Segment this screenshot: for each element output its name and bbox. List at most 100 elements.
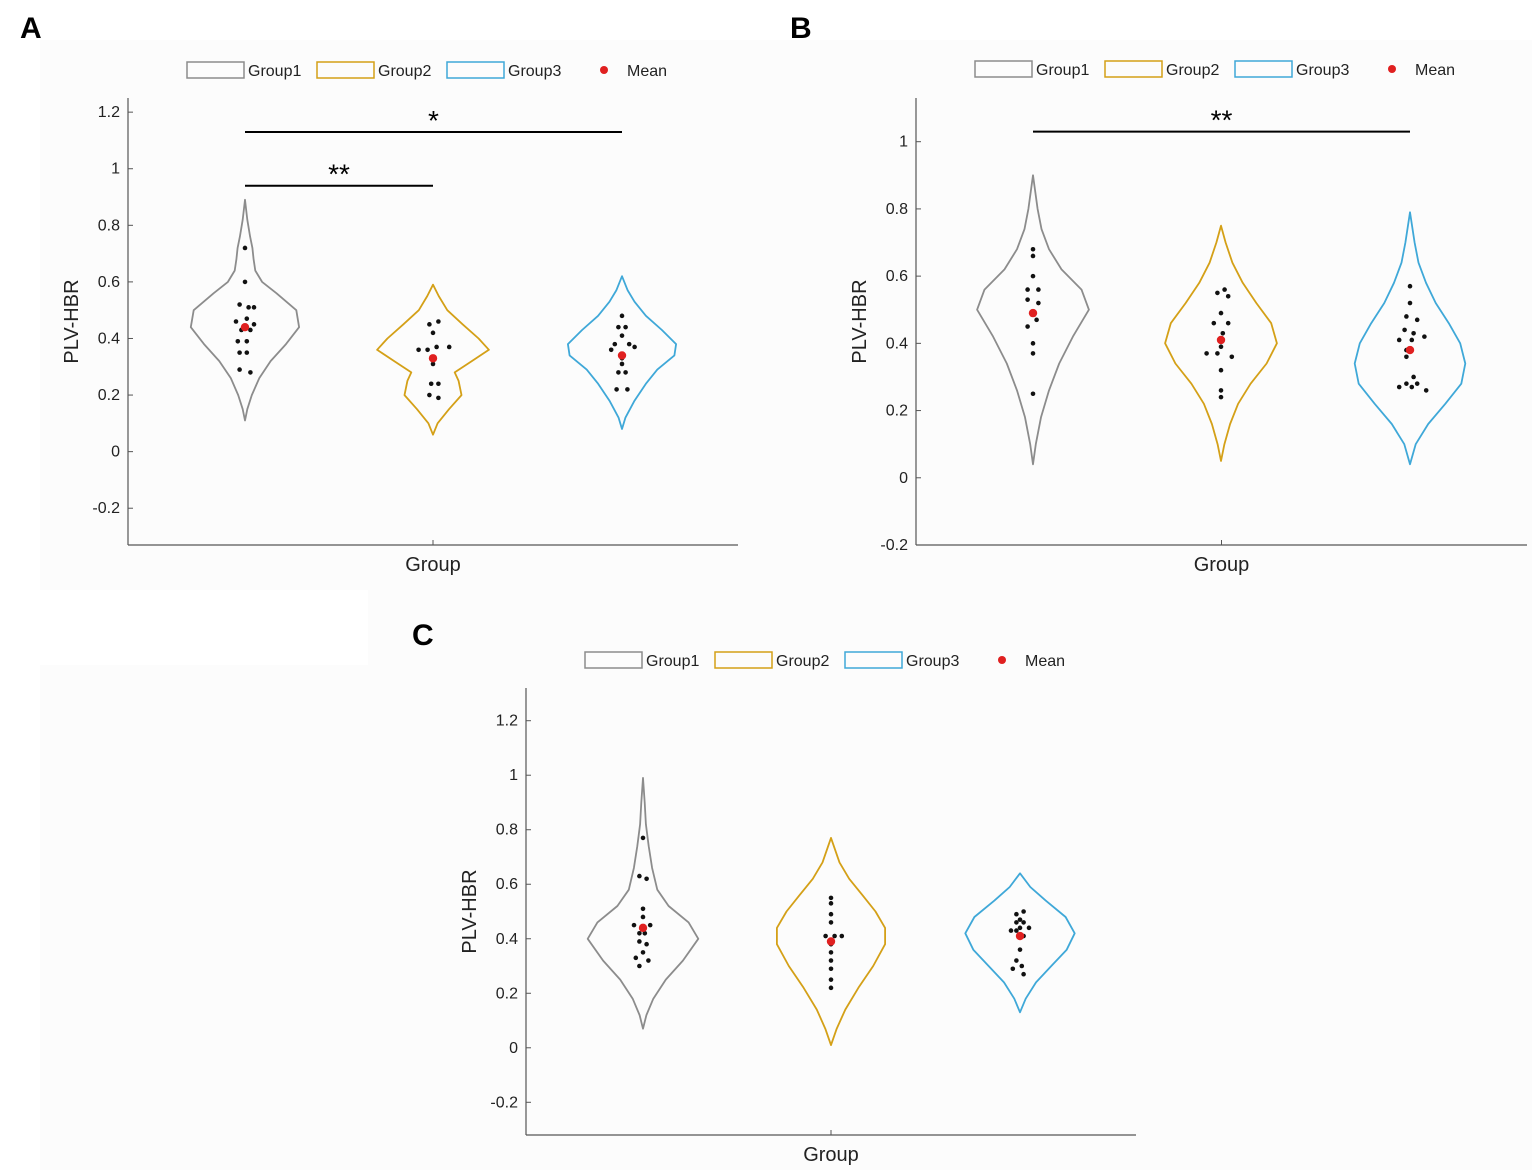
data-point-group1 <box>244 350 250 355</box>
data-point-group1 <box>1030 246 1036 252</box>
data-point-group2 <box>1229 354 1235 360</box>
significance-label: * <box>428 105 439 136</box>
legend-label-group2: Group2 <box>1166 62 1219 79</box>
data-point-group3 <box>1008 928 1014 933</box>
data-point-group2 <box>828 901 834 906</box>
panel-c-background <box>368 590 1532 1170</box>
y-tick-label: 0.6 <box>886 268 908 285</box>
legend-label-mean: Mean <box>1415 62 1455 79</box>
panel-label-b: B <box>790 12 812 45</box>
data-point-group3 <box>1026 925 1032 931</box>
data-point-group1 <box>637 873 642 879</box>
data-point-group3 <box>1422 334 1427 339</box>
x-axis-title: Group <box>1194 554 1250 576</box>
y-tick-label: -0.2 <box>92 500 120 517</box>
data-point-group1 <box>246 305 251 310</box>
data-point-group3 <box>612 341 618 347</box>
data-point-group1 <box>251 322 257 327</box>
chart-panel-c: C -0.2 0 0.2 0.4 0.6 0.8 1 1.2 Group PLV-HBR Group1… <box>412 619 1136 1166</box>
y-tick-label: 1.2 <box>496 713 518 730</box>
data-point-group2 <box>1218 388 1224 393</box>
data-point-group1 <box>1030 341 1036 346</box>
legend-swatch-group3 <box>1234 60 1293 78</box>
data-point-group1 <box>1034 317 1039 323</box>
y-tick-label: 0.6 <box>496 876 518 893</box>
data-point-group3 <box>1014 958 1019 963</box>
data-point-group2 <box>430 361 436 367</box>
data-point-group2 <box>1220 330 1226 336</box>
legend-label-group1: Group1 <box>1036 62 1089 79</box>
legend-label-group1: Group1 <box>248 63 301 80</box>
data-point-group1 <box>633 955 639 961</box>
data-point-group3 <box>1411 374 1416 380</box>
data-point-group3 <box>619 313 625 319</box>
data-point-group3 <box>616 324 621 330</box>
data-point-group2 <box>1218 344 1224 350</box>
violin-group3 <box>964 872 1076 1014</box>
data-point-group2 <box>1215 351 1220 356</box>
data-point-group1 <box>646 958 651 963</box>
legend-label-group2: Group2 <box>776 653 829 670</box>
violin-group2 <box>376 283 490 436</box>
violin-group-group2 <box>776 837 886 1046</box>
violin-group2 <box>1164 224 1278 462</box>
x-axis-title: Group <box>405 554 461 576</box>
legend-label-group3: Group3 <box>906 653 959 670</box>
data-point-group2 <box>823 933 828 939</box>
violin-group-group1 <box>189 198 300 422</box>
data-point-group3 <box>1407 300 1413 306</box>
y-tick-label: 0.2 <box>98 387 120 404</box>
violin-group-group3 <box>567 275 677 430</box>
y-tick-label: 1 <box>509 767 518 784</box>
data-point-group2 <box>427 392 432 398</box>
y-tick-label: -0.2 <box>880 537 908 554</box>
data-point-group2 <box>428 381 434 387</box>
data-point-group3 <box>1404 381 1409 386</box>
y-tick-label: 0.8 <box>886 201 908 218</box>
significance-label: ** <box>328 159 350 190</box>
violin-group-group2 <box>376 283 490 436</box>
data-point-group1 <box>631 922 637 928</box>
violin-group-group3 <box>1353 211 1467 466</box>
data-point-group2 <box>839 933 845 939</box>
legend-swatch-group1 <box>974 60 1033 78</box>
data-point-group1 <box>1030 351 1036 356</box>
panel-label-c: C <box>412 619 434 652</box>
mean-marker-group2 <box>428 354 438 363</box>
data-point-group2 <box>828 958 834 963</box>
data-point-group2 <box>1218 367 1224 373</box>
data-point-group1 <box>642 931 648 936</box>
data-point-group2 <box>436 381 441 387</box>
mean-marker-group3 <box>1015 931 1025 941</box>
data-point-group3 <box>1014 911 1019 917</box>
mean-marker-group1 <box>240 322 250 332</box>
data-point-group1 <box>644 941 649 947</box>
data-point-group1 <box>644 876 649 882</box>
legend-swatch-group3 <box>446 61 505 79</box>
y-tick-label: 0.8 <box>496 822 518 839</box>
violin-group3 <box>567 275 677 430</box>
panel-label-a: A <box>20 12 42 45</box>
data-point-group3 <box>625 387 630 392</box>
y-tick-label: 1 <box>899 134 908 151</box>
data-point-group2 <box>416 347 421 353</box>
data-point-group2 <box>828 911 834 917</box>
data-point-group3 <box>1396 337 1402 343</box>
data-point-group3 <box>1414 317 1420 323</box>
data-point-group1 <box>244 316 250 321</box>
data-point-group1 <box>244 339 250 344</box>
legend-mean-marker <box>998 656 1006 664</box>
panel-b-background <box>786 40 1532 590</box>
data-point-group3 <box>623 370 628 375</box>
data-point-group2 <box>1218 310 1224 316</box>
legend-label-group1: Group1 <box>646 653 699 670</box>
data-point-group3 <box>1021 971 1026 977</box>
data-point-group2 <box>436 319 441 324</box>
data-point-group3 <box>1019 963 1025 969</box>
violin-group-group1 <box>976 174 1090 466</box>
data-point-group1 <box>233 319 239 324</box>
legend-label-group2: Group2 <box>378 63 431 80</box>
data-point-group2 <box>446 344 452 350</box>
